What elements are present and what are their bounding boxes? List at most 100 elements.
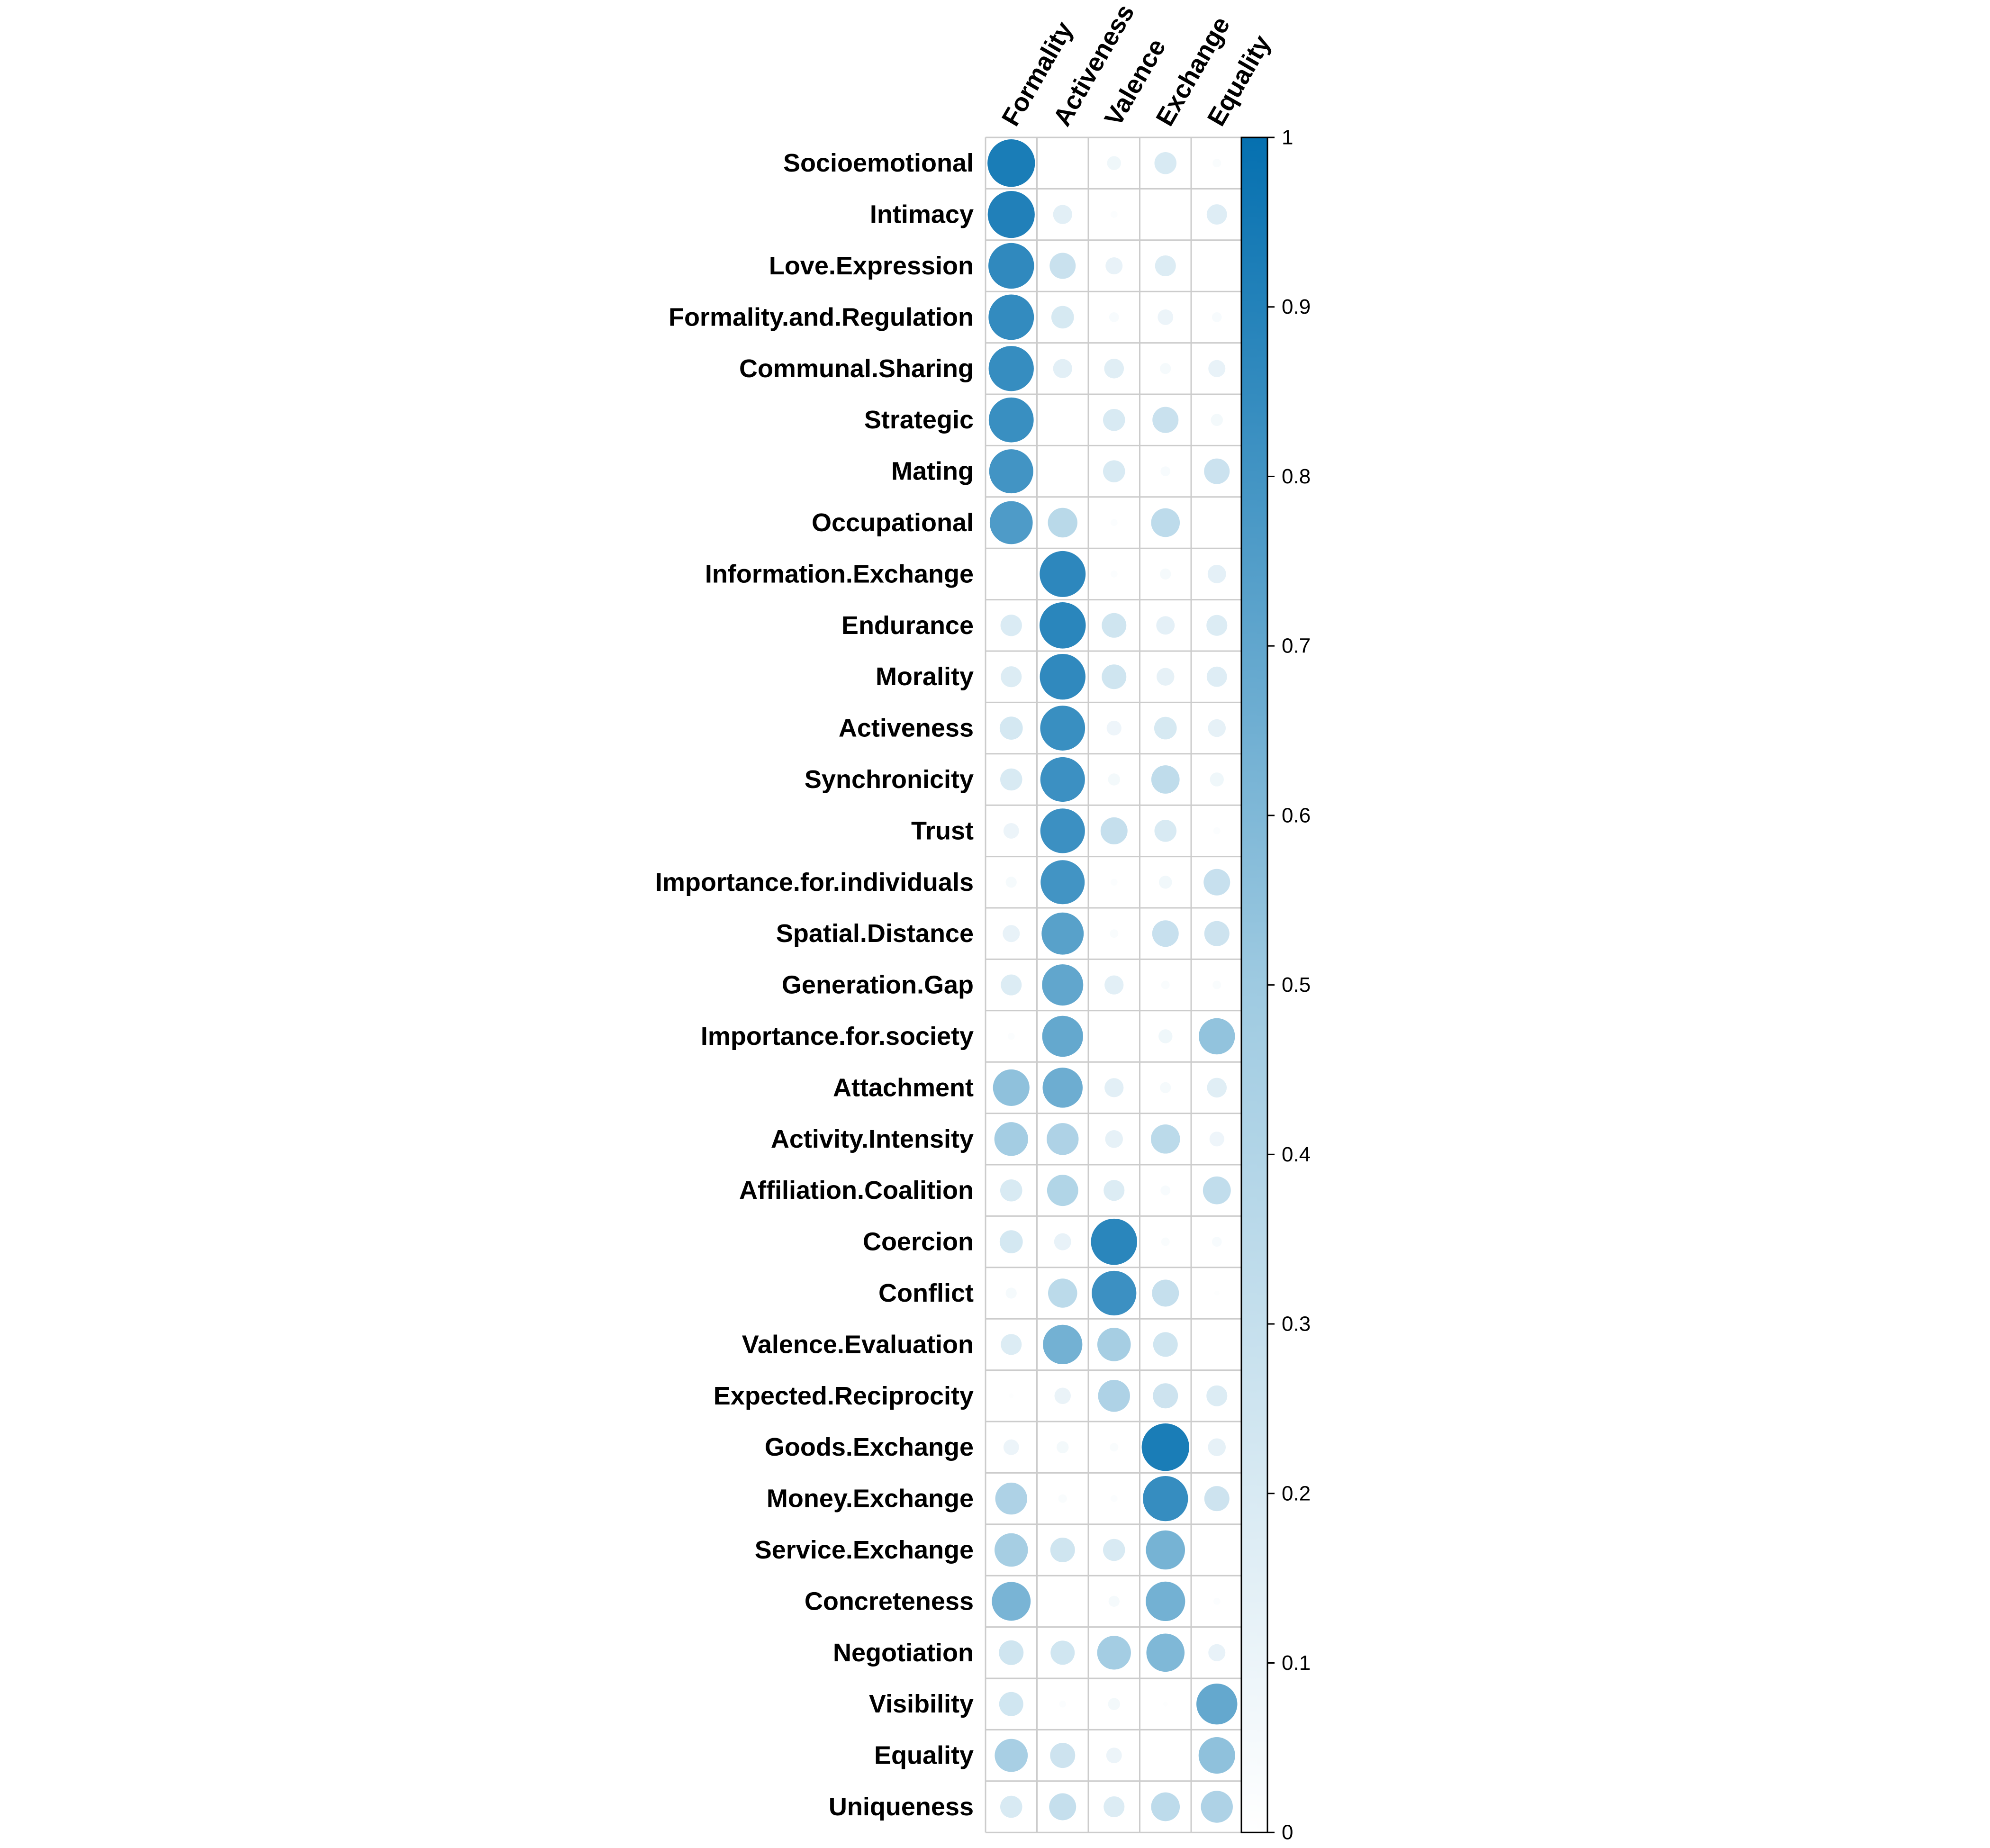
data-circle (1152, 1279, 1179, 1307)
data-circle (1104, 359, 1124, 379)
colorbar-tick-label: 0.7 (1282, 634, 1311, 658)
data-circle (1106, 721, 1122, 736)
row-label: Mating (891, 457, 974, 486)
data-circle (1201, 1791, 1233, 1823)
row-label: Valence.Evaluation (742, 1330, 974, 1359)
data-circle (1105, 1130, 1123, 1148)
row-label: Service.Exchange (755, 1536, 974, 1564)
row-label: Visibility (869, 1690, 974, 1718)
data-circle (1208, 1644, 1226, 1661)
data-circle (1203, 869, 1230, 896)
data-circle (1153, 1383, 1178, 1409)
data-circle (994, 1122, 1028, 1156)
colorbar-tick-label: 0.9 (1282, 295, 1311, 318)
data-circle (1041, 912, 1084, 955)
data-circle (1212, 312, 1222, 322)
data-circle (1208, 719, 1226, 737)
data-circle (1206, 204, 1227, 225)
data-circle (992, 1582, 1031, 1621)
data-circle (1158, 876, 1172, 889)
row-label: Formality.and.Regulation (669, 303, 974, 331)
row-label: Socioemotional (783, 149, 974, 177)
colorbar (1240, 136, 1268, 1833)
row-label: Attachment (833, 1073, 974, 1102)
row-label: Equality (874, 1741, 974, 1770)
data-circle (1103, 408, 1125, 431)
data-circle (1158, 1029, 1173, 1043)
data-circle (1000, 615, 1022, 636)
data-circle (988, 397, 1034, 443)
data-circle (1207, 564, 1226, 583)
data-circle (1053, 359, 1072, 378)
data-circle (1110, 211, 1118, 218)
data-circle (1146, 1581, 1185, 1621)
data-circle (1212, 980, 1221, 989)
row-label: Communal.Sharing (739, 354, 974, 383)
data-circle (1198, 1737, 1235, 1774)
data-circle (1154, 716, 1177, 740)
data-circle (1161, 1237, 1170, 1246)
row-label: Spatial.Distance (776, 919, 974, 948)
data-circle (1040, 808, 1085, 853)
data-circle (1107, 156, 1121, 170)
data-circle (1104, 1078, 1124, 1097)
row-label: Morality (876, 662, 974, 691)
data-circle (1204, 921, 1230, 946)
data-circle (1108, 1698, 1120, 1710)
data-circle (1104, 975, 1124, 995)
row-label: Endurance (841, 611, 974, 640)
row-label: Love.Expression (769, 252, 974, 280)
data-circle (1143, 1476, 1188, 1522)
row-label: Information.Exchange (705, 560, 974, 588)
data-circle (1001, 974, 1022, 996)
data-circle (1097, 1328, 1131, 1361)
data-circle (1210, 772, 1224, 787)
data-circle (995, 1482, 1027, 1515)
row-label: Uniqueness (829, 1793, 974, 1821)
data-circle (1009, 1393, 1014, 1398)
data-circle (1213, 1598, 1221, 1605)
data-circle (1151, 765, 1180, 794)
data-circle (1212, 159, 1221, 168)
colorbar-tick-label: 0.8 (1282, 465, 1311, 488)
row-label: Affiliation.Coalition (739, 1176, 974, 1205)
data-circle (1108, 773, 1120, 786)
data-circle (1206, 615, 1228, 636)
row-label: Concreteness (805, 1587, 974, 1615)
data-circle (1106, 1748, 1122, 1764)
data-circle (1155, 255, 1176, 277)
data-circle (1054, 1233, 1071, 1250)
data-circle (1000, 1179, 1022, 1202)
data-circle (999, 1692, 1023, 1716)
data-circle (1161, 980, 1170, 989)
data-circle (987, 139, 1035, 187)
data-circle (1050, 1743, 1076, 1768)
colorbar-tick-label: 0.3 (1282, 1313, 1311, 1336)
column-labels: FormalityActivenessValenceExchangeEquali… (996, 0, 1276, 131)
data-circle (1160, 363, 1171, 374)
data-circle (1212, 1237, 1222, 1247)
data-circle (1040, 706, 1085, 751)
data-circle (1005, 877, 1017, 888)
colorbar-tick-label: 1 (1282, 126, 1293, 149)
data-circle (1109, 312, 1119, 322)
data-circle (993, 1069, 1030, 1106)
data-circle (988, 294, 1034, 340)
data-circle (1057, 1441, 1069, 1453)
data-circle (1050, 1538, 1075, 1562)
data-circle (1092, 1270, 1137, 1316)
row-label: Importance.for.society (701, 1022, 974, 1051)
data-circle (1151, 1792, 1180, 1821)
data-circle (1110, 879, 1118, 886)
row-label: Negotiation (833, 1639, 974, 1667)
colorbar-tick-label: 0.2 (1282, 1482, 1311, 1505)
data-circle (1104, 1180, 1125, 1201)
data-circle (1059, 1700, 1067, 1708)
data-circle (1151, 508, 1180, 537)
data-circle (1042, 964, 1084, 1006)
data-circle (1214, 1290, 1220, 1296)
data-circle (1003, 1439, 1019, 1455)
data-circle (1150, 1124, 1180, 1154)
data-circle (1040, 551, 1086, 597)
